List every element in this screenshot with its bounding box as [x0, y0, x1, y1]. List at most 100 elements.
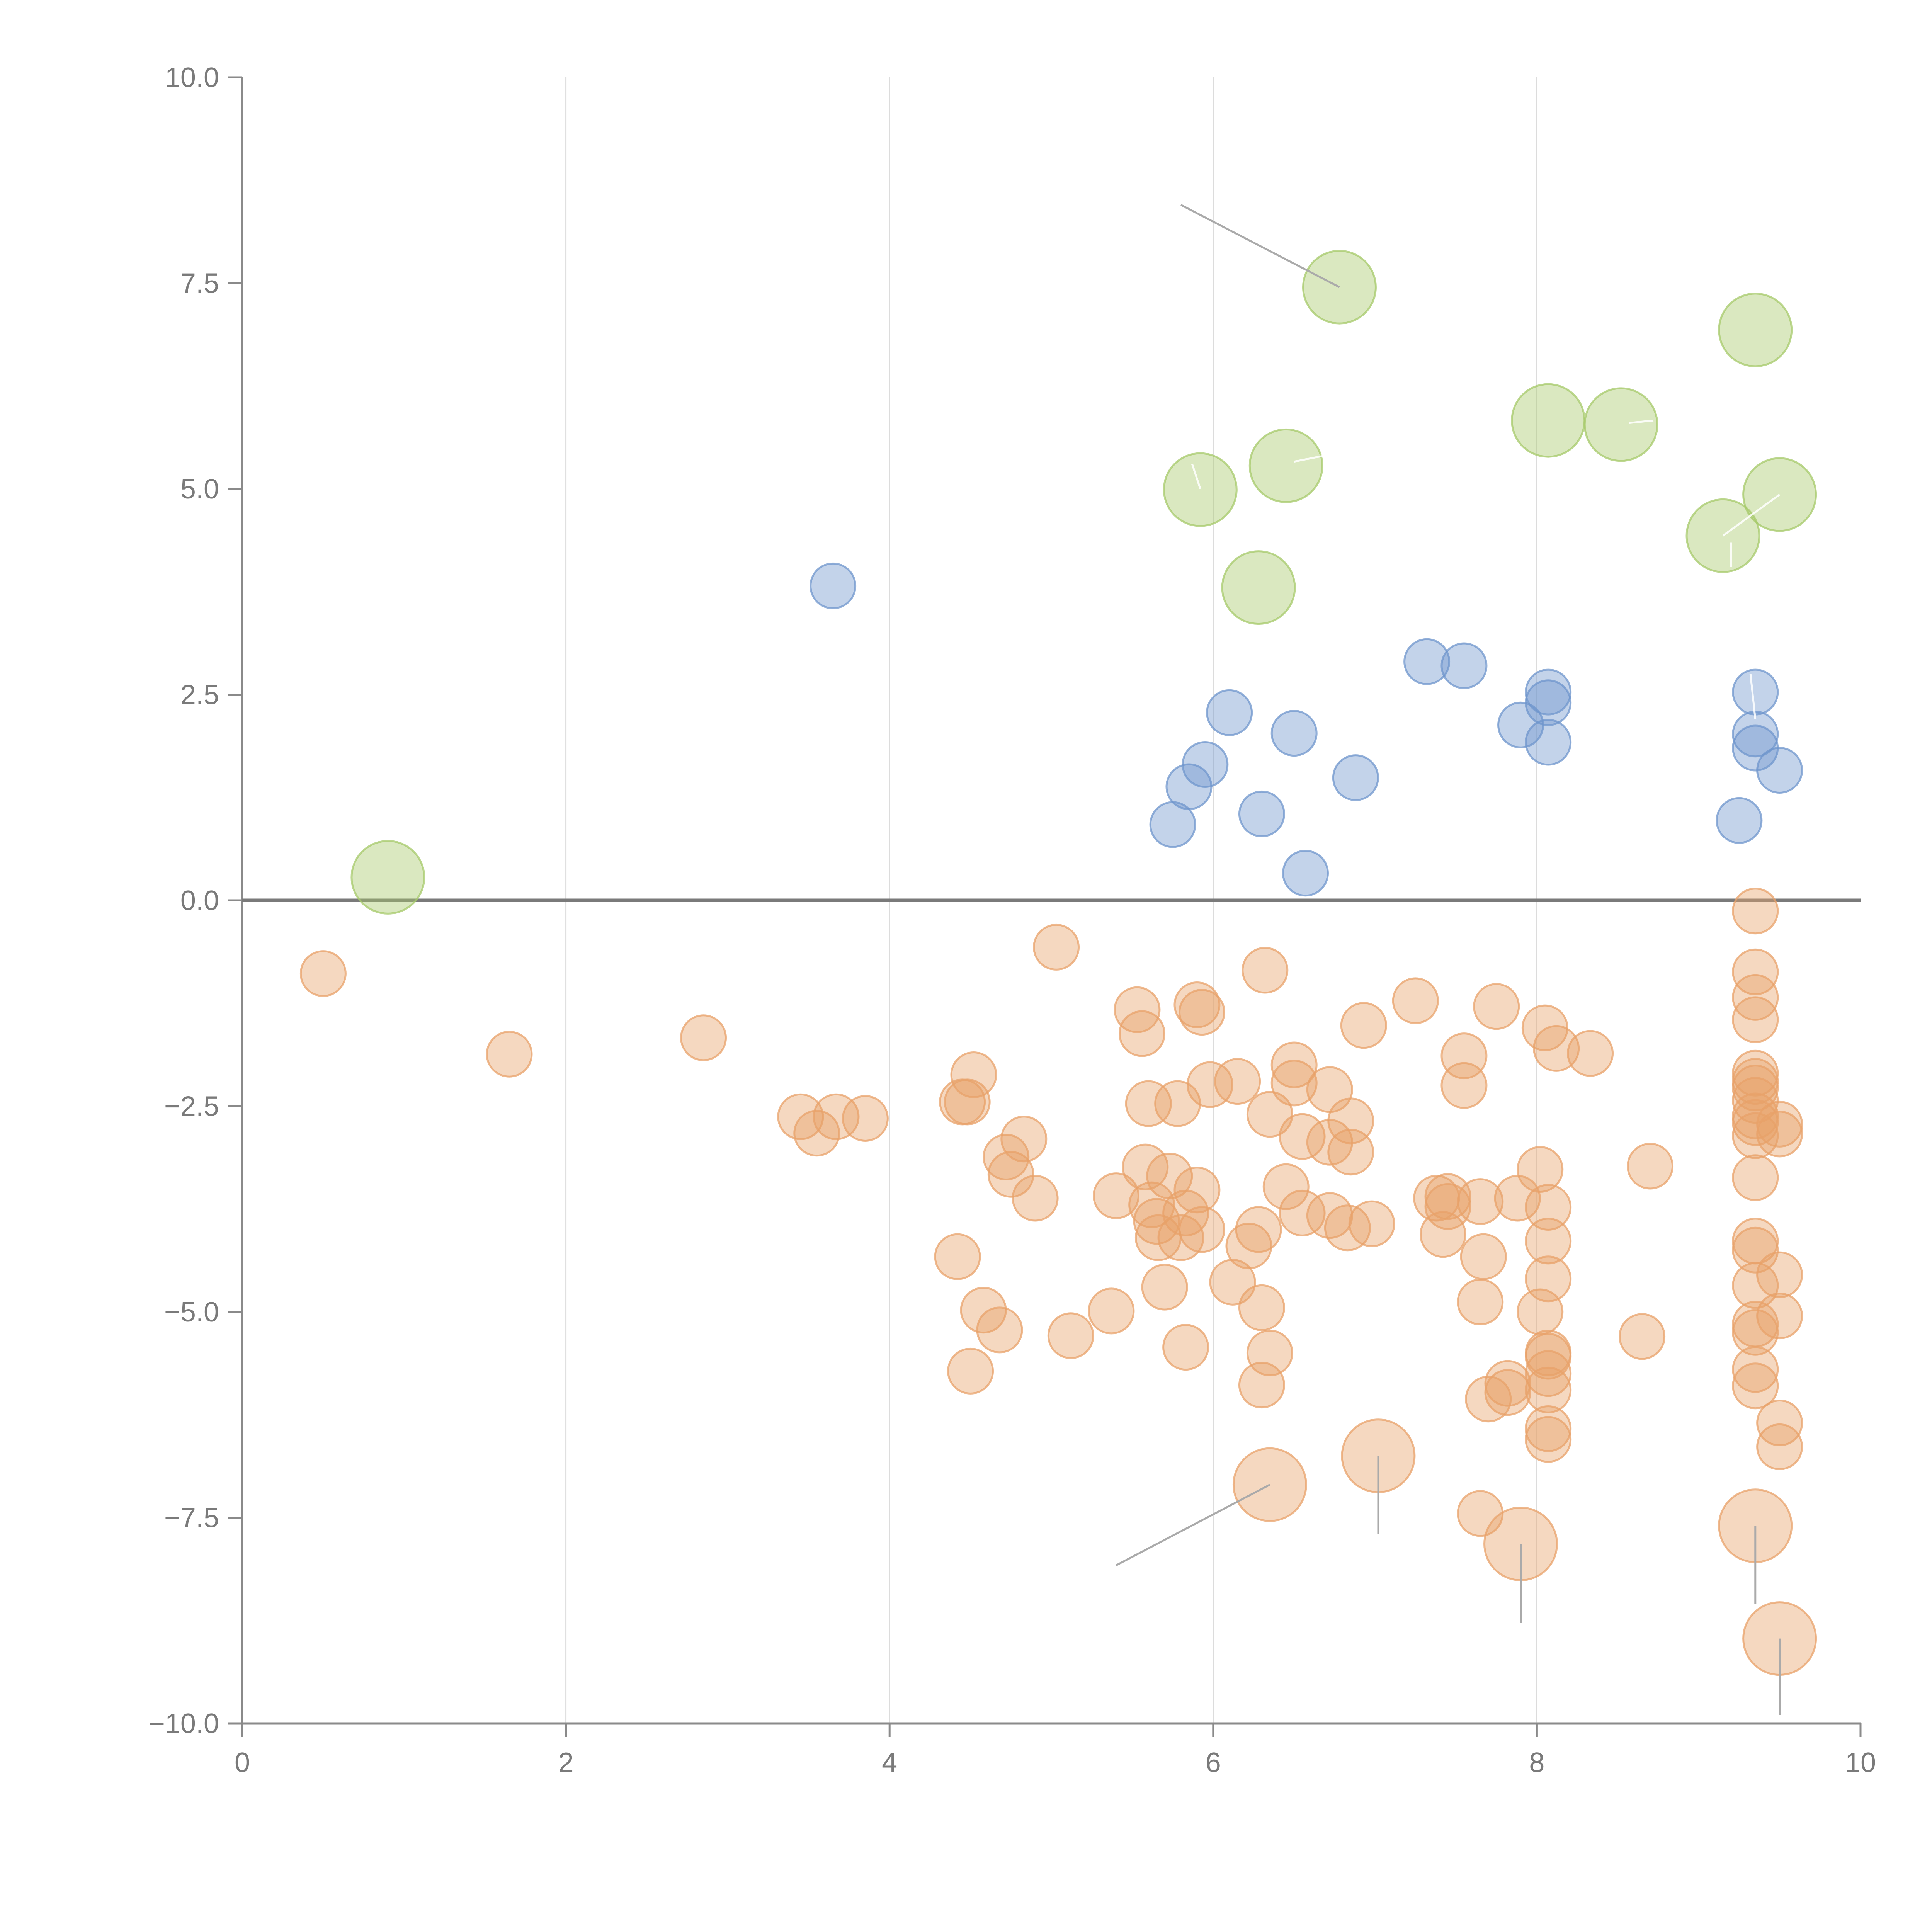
annotation-leader-line	[1722, 493, 1781, 537]
group_orange-point	[1627, 1143, 1674, 1190]
group_orange-point	[1173, 1167, 1221, 1214]
y-tick-label: 7.5	[180, 268, 219, 299]
group_blue-point	[1238, 790, 1285, 837]
group_orange-point	[1348, 1200, 1395, 1247]
annotation-leader-line	[1629, 419, 1654, 424]
group_orange-point	[950, 1051, 997, 1099]
y-tick-label: 2.5	[180, 680, 219, 711]
group_orange-point	[1246, 1091, 1293, 1138]
group_orange-point	[1756, 1111, 1803, 1158]
group_orange-point	[1756, 1100, 1803, 1148]
group_orange-point	[1178, 1206, 1225, 1253]
group_green-point	[350, 840, 425, 915]
group_orange-point	[1093, 1172, 1140, 1219]
group_orange-point	[1340, 1002, 1387, 1049]
group_orange-point	[1525, 1405, 1572, 1452]
y-tick-label: −2.5	[164, 1091, 219, 1122]
group_blue-point	[1525, 719, 1572, 766]
group_orange-point	[1756, 1400, 1803, 1447]
group_orange-point	[1756, 1423, 1803, 1470]
group_orange-point	[793, 1110, 840, 1157]
group_orange-point	[299, 950, 347, 997]
group_green-point	[1718, 293, 1793, 367]
group_orange-point	[1088, 1287, 1135, 1335]
x-tick-label: 6	[1206, 1747, 1221, 1778]
group_green-point	[1583, 387, 1658, 462]
group_orange-point	[1494, 1175, 1541, 1222]
group_orange-point	[1133, 1198, 1180, 1245]
group_orange-point	[1246, 1330, 1293, 1376]
group_orange-point	[1460, 1233, 1507, 1280]
y-tick-label: 0.0	[180, 885, 219, 916]
group_orange-point	[1619, 1313, 1666, 1360]
group_orange-point	[1270, 1060, 1318, 1107]
group_orange-point	[1517, 1146, 1564, 1193]
group_orange-point	[1238, 1284, 1285, 1331]
group_orange-point	[1114, 986, 1161, 1033]
group_orange-point	[1533, 1025, 1580, 1072]
y-tick-label: −7.5	[164, 1503, 219, 1534]
group_orange-point	[1242, 947, 1289, 994]
group_orange-point	[1279, 1113, 1326, 1160]
group_orange-point	[1756, 1251, 1803, 1298]
group_blue-point	[1270, 710, 1318, 757]
group_orange-point	[1141, 1264, 1188, 1311]
annotation-leader-line	[1749, 673, 1757, 719]
group_orange-point	[1000, 1116, 1048, 1163]
group_orange-point	[1047, 1312, 1094, 1359]
group_orange-point	[1262, 1163, 1310, 1210]
group_orange-point	[960, 1287, 1007, 1334]
y-tick-label: 5.0	[180, 474, 219, 505]
group_orange-point	[1732, 888, 1779, 935]
group_orange-point	[1732, 996, 1779, 1043]
y-tick-label: −5.0	[164, 1297, 219, 1328]
group_orange-point	[944, 1078, 991, 1126]
group_orange-point	[1732, 1309, 1779, 1356]
group_orange-point	[1732, 1226, 1779, 1274]
group_green-point	[1248, 428, 1323, 503]
group_green-point	[1511, 383, 1586, 458]
group_orange-point	[1235, 1206, 1282, 1253]
group_orange-point	[1033, 923, 1080, 971]
group_blue-point	[1206, 689, 1253, 736]
group_orange-point	[1525, 1416, 1572, 1463]
group_orange-point	[987, 1151, 1034, 1198]
y-tick-label: 10.0	[165, 62, 219, 93]
group_blue-point	[1403, 638, 1451, 685]
group_orange-point	[1732, 1154, 1779, 1201]
group_orange-point	[1732, 1346, 1779, 1393]
x-tick-label: 8	[1529, 1747, 1544, 1778]
group_orange-point	[1279, 1189, 1326, 1236]
group_orange-point	[976, 1306, 1023, 1354]
group_orange-point	[947, 1347, 994, 1395]
data-points	[299, 250, 1817, 1676]
group_orange-point	[1173, 981, 1221, 1029]
group_orange-point	[1732, 1362, 1779, 1410]
group_orange-point	[1125, 1080, 1172, 1127]
group_orange-point	[1457, 1178, 1504, 1225]
group_blue-point	[1440, 642, 1488, 689]
group_orange-point	[1465, 1376, 1512, 1423]
group_green-point	[1163, 452, 1238, 527]
group_orange-point	[1756, 1293, 1803, 1340]
group_orange-point	[1525, 1255, 1572, 1303]
group_orange-point	[1525, 1366, 1572, 1413]
x-tick-label: 4	[882, 1747, 897, 1778]
group_orange-point	[1214, 1058, 1261, 1105]
group_blue-point	[1732, 668, 1779, 716]
group_orange-point	[842, 1095, 889, 1142]
group_blue-point	[1716, 797, 1763, 844]
group_orange-point	[1525, 1350, 1572, 1397]
group_orange-point	[1327, 1129, 1374, 1176]
group_orange-point	[1012, 1175, 1059, 1222]
group_orange-point	[1732, 1099, 1779, 1146]
group_orange-point	[1484, 1369, 1531, 1416]
y-tick-label: −10.0	[149, 1708, 219, 1739]
group_blue-point	[810, 562, 857, 609]
annotation-leader-line	[1294, 455, 1324, 463]
x-tick-label: 10	[1845, 1747, 1876, 1778]
group_orange-point	[1419, 1211, 1466, 1258]
group_blue-point	[1332, 754, 1379, 801]
